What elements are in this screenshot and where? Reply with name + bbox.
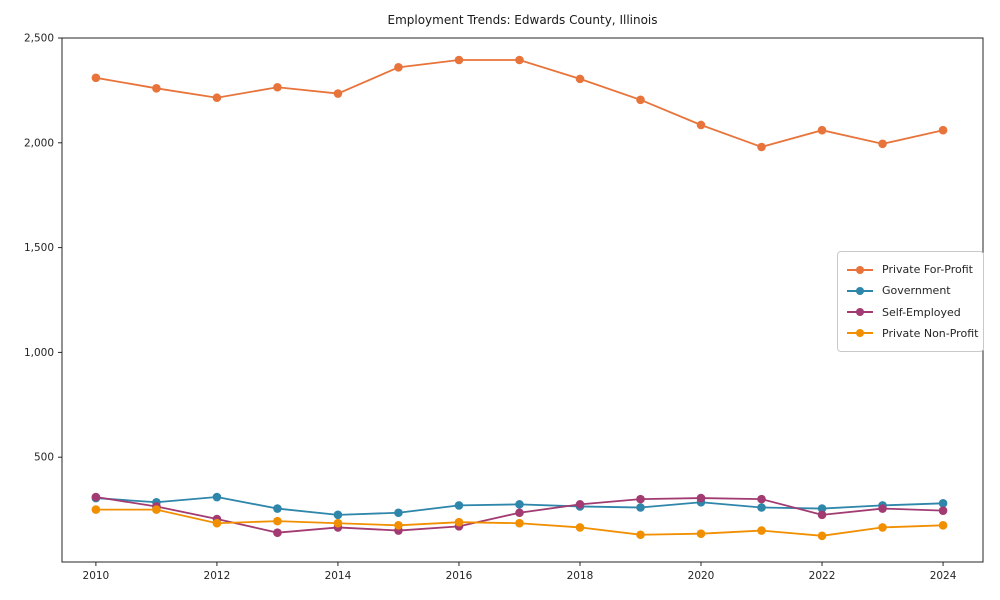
series-marker-private-non-profit [91,505,101,514]
series-line-private-for-profit [95,59,944,148]
series-marker-self-employed [515,508,524,518]
series-marker-private-for-profit [91,73,101,83]
series-marker-private-non-profit [575,523,585,532]
series-marker-private-for-profit [757,142,766,152]
series-marker-private-for-profit [878,139,887,149]
series-marker-private-for-profit [394,63,403,72]
legend-dot-icon [856,308,864,317]
series-marker-private-non-profit [333,518,343,528]
x-axis-tick-label: 2020 [688,570,715,582]
legend-dot-icon [856,329,864,338]
legend-item-private-non-profit: Private Non-Profit [847,327,978,340]
series-marker-government [938,499,948,508]
series-marker-self-employed [817,510,827,520]
series-marker-government [454,501,464,510]
series-marker-government [333,510,343,520]
series-marker-private-for-profit [454,55,464,65]
series-marker-private-non-profit [938,521,948,530]
series-marker-government [394,508,403,518]
series-marker-government [515,500,524,509]
series-marker-private-non-profit [515,518,524,528]
series-marker-private-non-profit [696,529,706,539]
series-marker-private-non-profit [273,516,282,526]
series-marker-private-for-profit [636,95,645,105]
series-marker-self-employed [273,528,282,537]
x-axis-tick-label: 2018 [567,570,594,582]
legend-item-private-for-profit: Private For-Profit [847,263,974,276]
x-axis-tick-label: 2022 [809,570,836,582]
legend-item-government: Government [847,284,974,297]
series-marker-government [817,504,827,513]
legend-item-label: Self-Employed [882,305,961,319]
legend-item-label: Private For-Profit [882,263,973,276]
series-marker-private-non-profit [212,518,222,528]
legend: Private For-Profit Government Self-Employe… [837,251,984,352]
series-marker-private-for-profit [212,93,222,103]
legend-item-label: Government [882,284,951,298]
series-marker-government [636,503,645,512]
legend-item-self-employed: Self-Employed [847,306,974,319]
legend-line-marker-icon [847,329,873,338]
series-marker-self-employed [636,494,645,504]
series-marker-private-non-profit [878,523,887,532]
y-axis-tick-label: 1,000 [24,347,54,359]
series-marker-self-employed [938,506,948,515]
x-axis-tick-label: 2016 [446,570,473,582]
series-marker-government [757,503,766,512]
series-marker-self-employed [575,500,585,509]
legend-item-label: Private Non-Profit [882,326,979,340]
legend-line-marker-icon [847,265,873,274]
x-axis-tick-label: 2014 [325,570,352,582]
series-marker-government [273,504,282,513]
series-marker-private-non-profit [636,530,645,540]
series-marker-private-for-profit [696,120,706,130]
y-axis-tick-label: 500 [34,452,54,464]
legend-line-marker-icon [847,308,873,317]
y-axis-tick-label: 2,000 [24,137,54,149]
series-marker-private-for-profit [273,82,282,92]
series-marker-self-employed [757,494,766,504]
series-marker-private-for-profit [152,84,161,93]
legend-dot-icon [856,265,864,274]
series-marker-private-for-profit [817,125,827,135]
series-marker-private-for-profit [333,89,343,98]
x-axis-tick-label: 2012 [204,570,231,582]
chart-title: Employment Trends: Edwards County, Illin… [387,13,658,27]
x-axis-tick-label: 2010 [83,570,110,582]
series-marker-government [212,492,222,502]
series-marker-self-employed [696,493,706,503]
legend-dot-icon [856,286,864,295]
series-marker-private-for-profit [575,74,585,84]
series-marker-private-non-profit [757,526,766,535]
y-axis-tick-label: 1,500 [24,242,54,254]
series-marker-private-non-profit [817,531,827,541]
series-marker-self-employed [91,492,101,502]
series-marker-private-for-profit [515,55,524,65]
x-axis-tick-label: 2024 [930,570,957,582]
series-marker-self-employed [878,504,887,513]
series-marker-private-for-profit [938,125,948,135]
y-axis-tick-label: 2,500 [24,33,54,45]
legend-line-marker-icon [847,286,873,295]
series-marker-private-non-profit [454,517,464,527]
series-marker-private-non-profit [152,505,161,514]
series-marker-private-non-profit [394,521,403,530]
